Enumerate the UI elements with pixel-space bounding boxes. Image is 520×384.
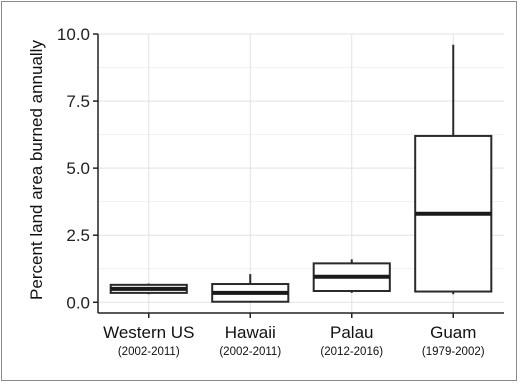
x-category-label: Guam <box>430 323 476 342</box>
x-category-sublabel: (2002-2011) <box>118 346 180 358</box>
y-axis-label: Percent land area burned annually <box>27 40 46 300</box>
y-tick-label: 0.0 <box>66 293 90 312</box>
x-category-sublabel: (2012-2016) <box>320 346 383 358</box>
y-tick-label: 7.5 <box>66 92 90 111</box>
box-palau <box>312 259 391 293</box>
axes-layer: 0.0 2.5 5.0 7.5 10.0 Western US (2002-2011) Haw… <box>57 25 504 358</box>
x-category-label: Hawaii <box>225 323 276 342</box>
y-tick-label: 5.0 <box>66 159 90 178</box>
box-hawaii <box>211 274 290 303</box>
y-tick-label: 10.0 <box>57 25 90 44</box>
x-category-sublabel: (2002-2011) <box>219 346 281 358</box>
box-guam <box>414 44 493 295</box>
box-western-us <box>109 283 188 295</box>
boxes-layer <box>109 44 493 303</box>
y-tick-label: 2.5 <box>66 226 90 245</box>
x-category-sublabel: (1979-2002) <box>422 346 485 358</box>
x-category-label: Western US <box>103 323 194 342</box>
x-category-label: Palau <box>330 323 373 342</box>
